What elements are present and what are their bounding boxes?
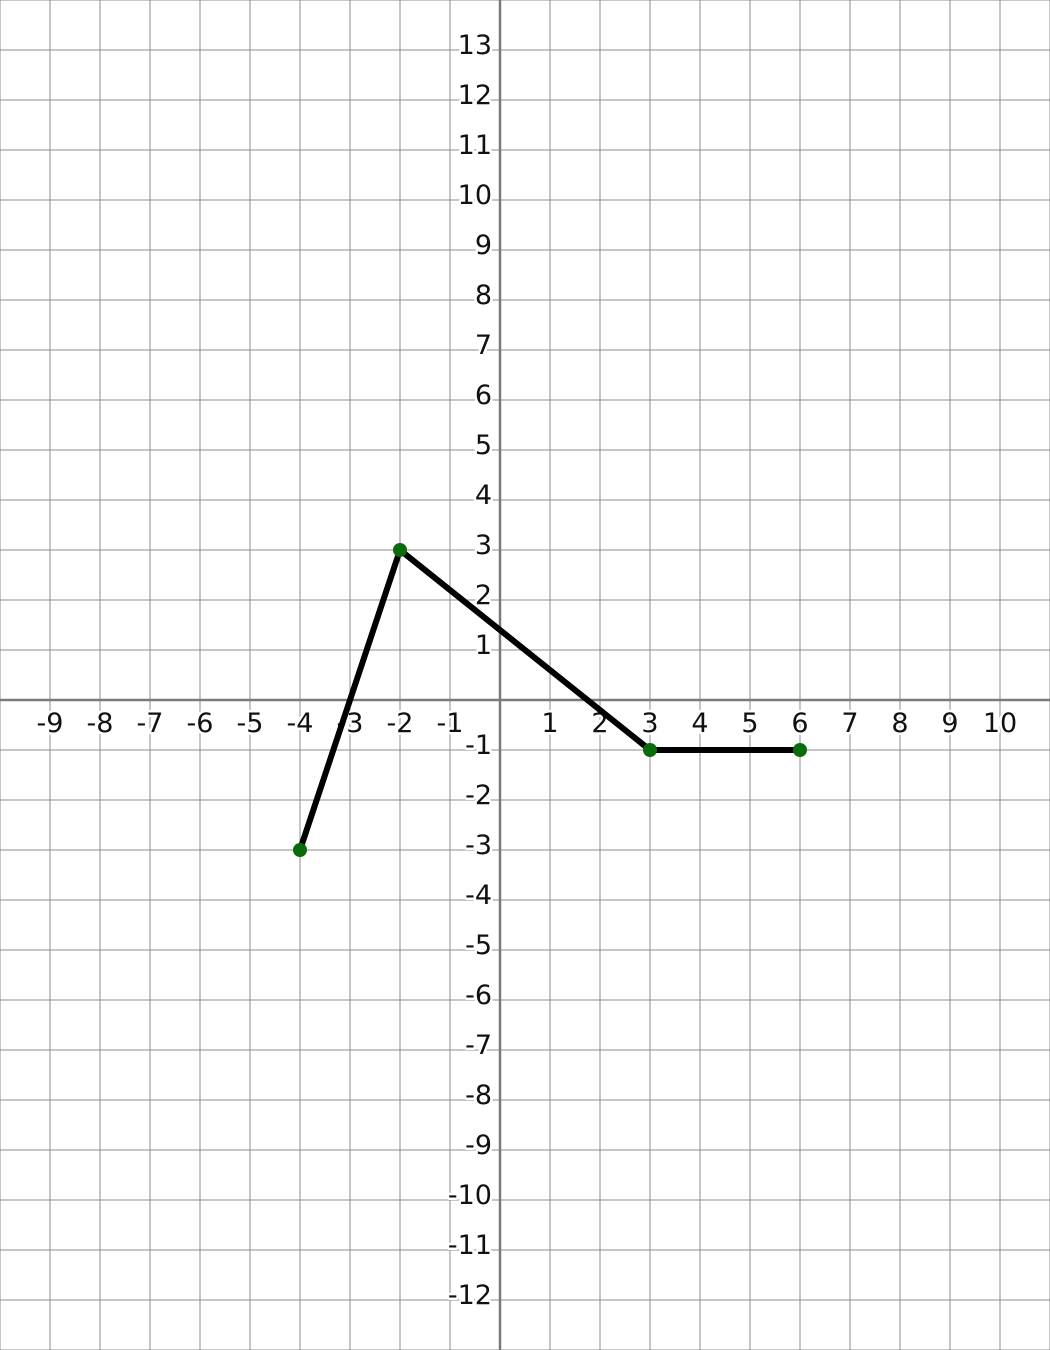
x-tick-label: -6 bbox=[187, 708, 214, 739]
x-tick-label: -2 bbox=[387, 708, 414, 739]
x-tick-label: 1 bbox=[541, 708, 558, 739]
y-tick-label: 6 bbox=[475, 380, 492, 411]
y-tick-label: 4 bbox=[475, 480, 492, 511]
y-tick-label: 5 bbox=[475, 430, 492, 461]
y-tick-label: 11 bbox=[458, 130, 492, 161]
x-tick-label: 5 bbox=[741, 708, 758, 739]
data-point-marker bbox=[643, 743, 657, 757]
y-tick-label: 8 bbox=[475, 280, 492, 311]
series-line bbox=[297, 547, 803, 853]
x-tick-label: -9 bbox=[37, 708, 64, 739]
x-tick-label: -8 bbox=[87, 708, 114, 739]
x-tick-label: 4 bbox=[691, 708, 708, 739]
y-tick-label: 3 bbox=[475, 530, 492, 561]
x-tick-label: 3 bbox=[641, 708, 658, 739]
data-point-marker bbox=[793, 743, 807, 757]
y-axis-tick-labels: 13 12 11 10 9 8 7 6 5 4 3 2 1 -1 -2 -3 -4 -5 -6 -7 -8 -9 -10 -1… bbox=[445, 28, 494, 1314]
y-tick-label: 10 bbox=[458, 180, 492, 211]
y-tick-label: -1 bbox=[465, 730, 492, 761]
x-tick-label: 8 bbox=[891, 708, 908, 739]
series-layer bbox=[293, 543, 807, 857]
y-tick-label: 12 bbox=[458, 80, 492, 111]
y-tick-label: -12 bbox=[448, 1280, 492, 1311]
data-point-marker bbox=[393, 543, 407, 557]
x-tick-label: 9 bbox=[941, 708, 958, 739]
y-tick-label: -9 bbox=[465, 1130, 492, 1161]
data-point-marker bbox=[293, 843, 307, 857]
x-tick-label: 6 bbox=[791, 708, 808, 739]
y-tick-label: -6 bbox=[465, 980, 492, 1011]
x-tick-label: -4 bbox=[287, 708, 314, 739]
y-tick-label: -10 bbox=[448, 1180, 492, 1211]
y-tick-label: 1 bbox=[475, 630, 492, 661]
y-tick-label: -5 bbox=[465, 930, 492, 961]
x-tick-label: -1 bbox=[437, 708, 464, 739]
x-axis-tick-labels: -9 -8 -7 -6 -5 -4 -3 -2 -1 1 2 3 4 5 6 7 8 9 10 bbox=[34, 706, 1020, 742]
y-tick-label: 13 bbox=[458, 30, 492, 61]
x-tick-label: -7 bbox=[137, 708, 164, 739]
y-tick-label: -8 bbox=[465, 1080, 492, 1111]
y-tick-label: -7 bbox=[465, 1030, 492, 1061]
y-tick-label: -4 bbox=[465, 880, 492, 911]
y-tick-label: 2 bbox=[475, 580, 492, 611]
y-tick-label: 9 bbox=[475, 230, 492, 261]
y-tick-label: -3 bbox=[465, 830, 492, 861]
x-tick-label: -5 bbox=[237, 708, 264, 739]
y-tick-label: 7 bbox=[475, 330, 492, 361]
x-tick-label: 10 bbox=[983, 708, 1017, 739]
y-tick-label: -11 bbox=[448, 1230, 492, 1261]
x-tick-label: 7 bbox=[841, 708, 858, 739]
y-tick-label: -2 bbox=[465, 780, 492, 811]
